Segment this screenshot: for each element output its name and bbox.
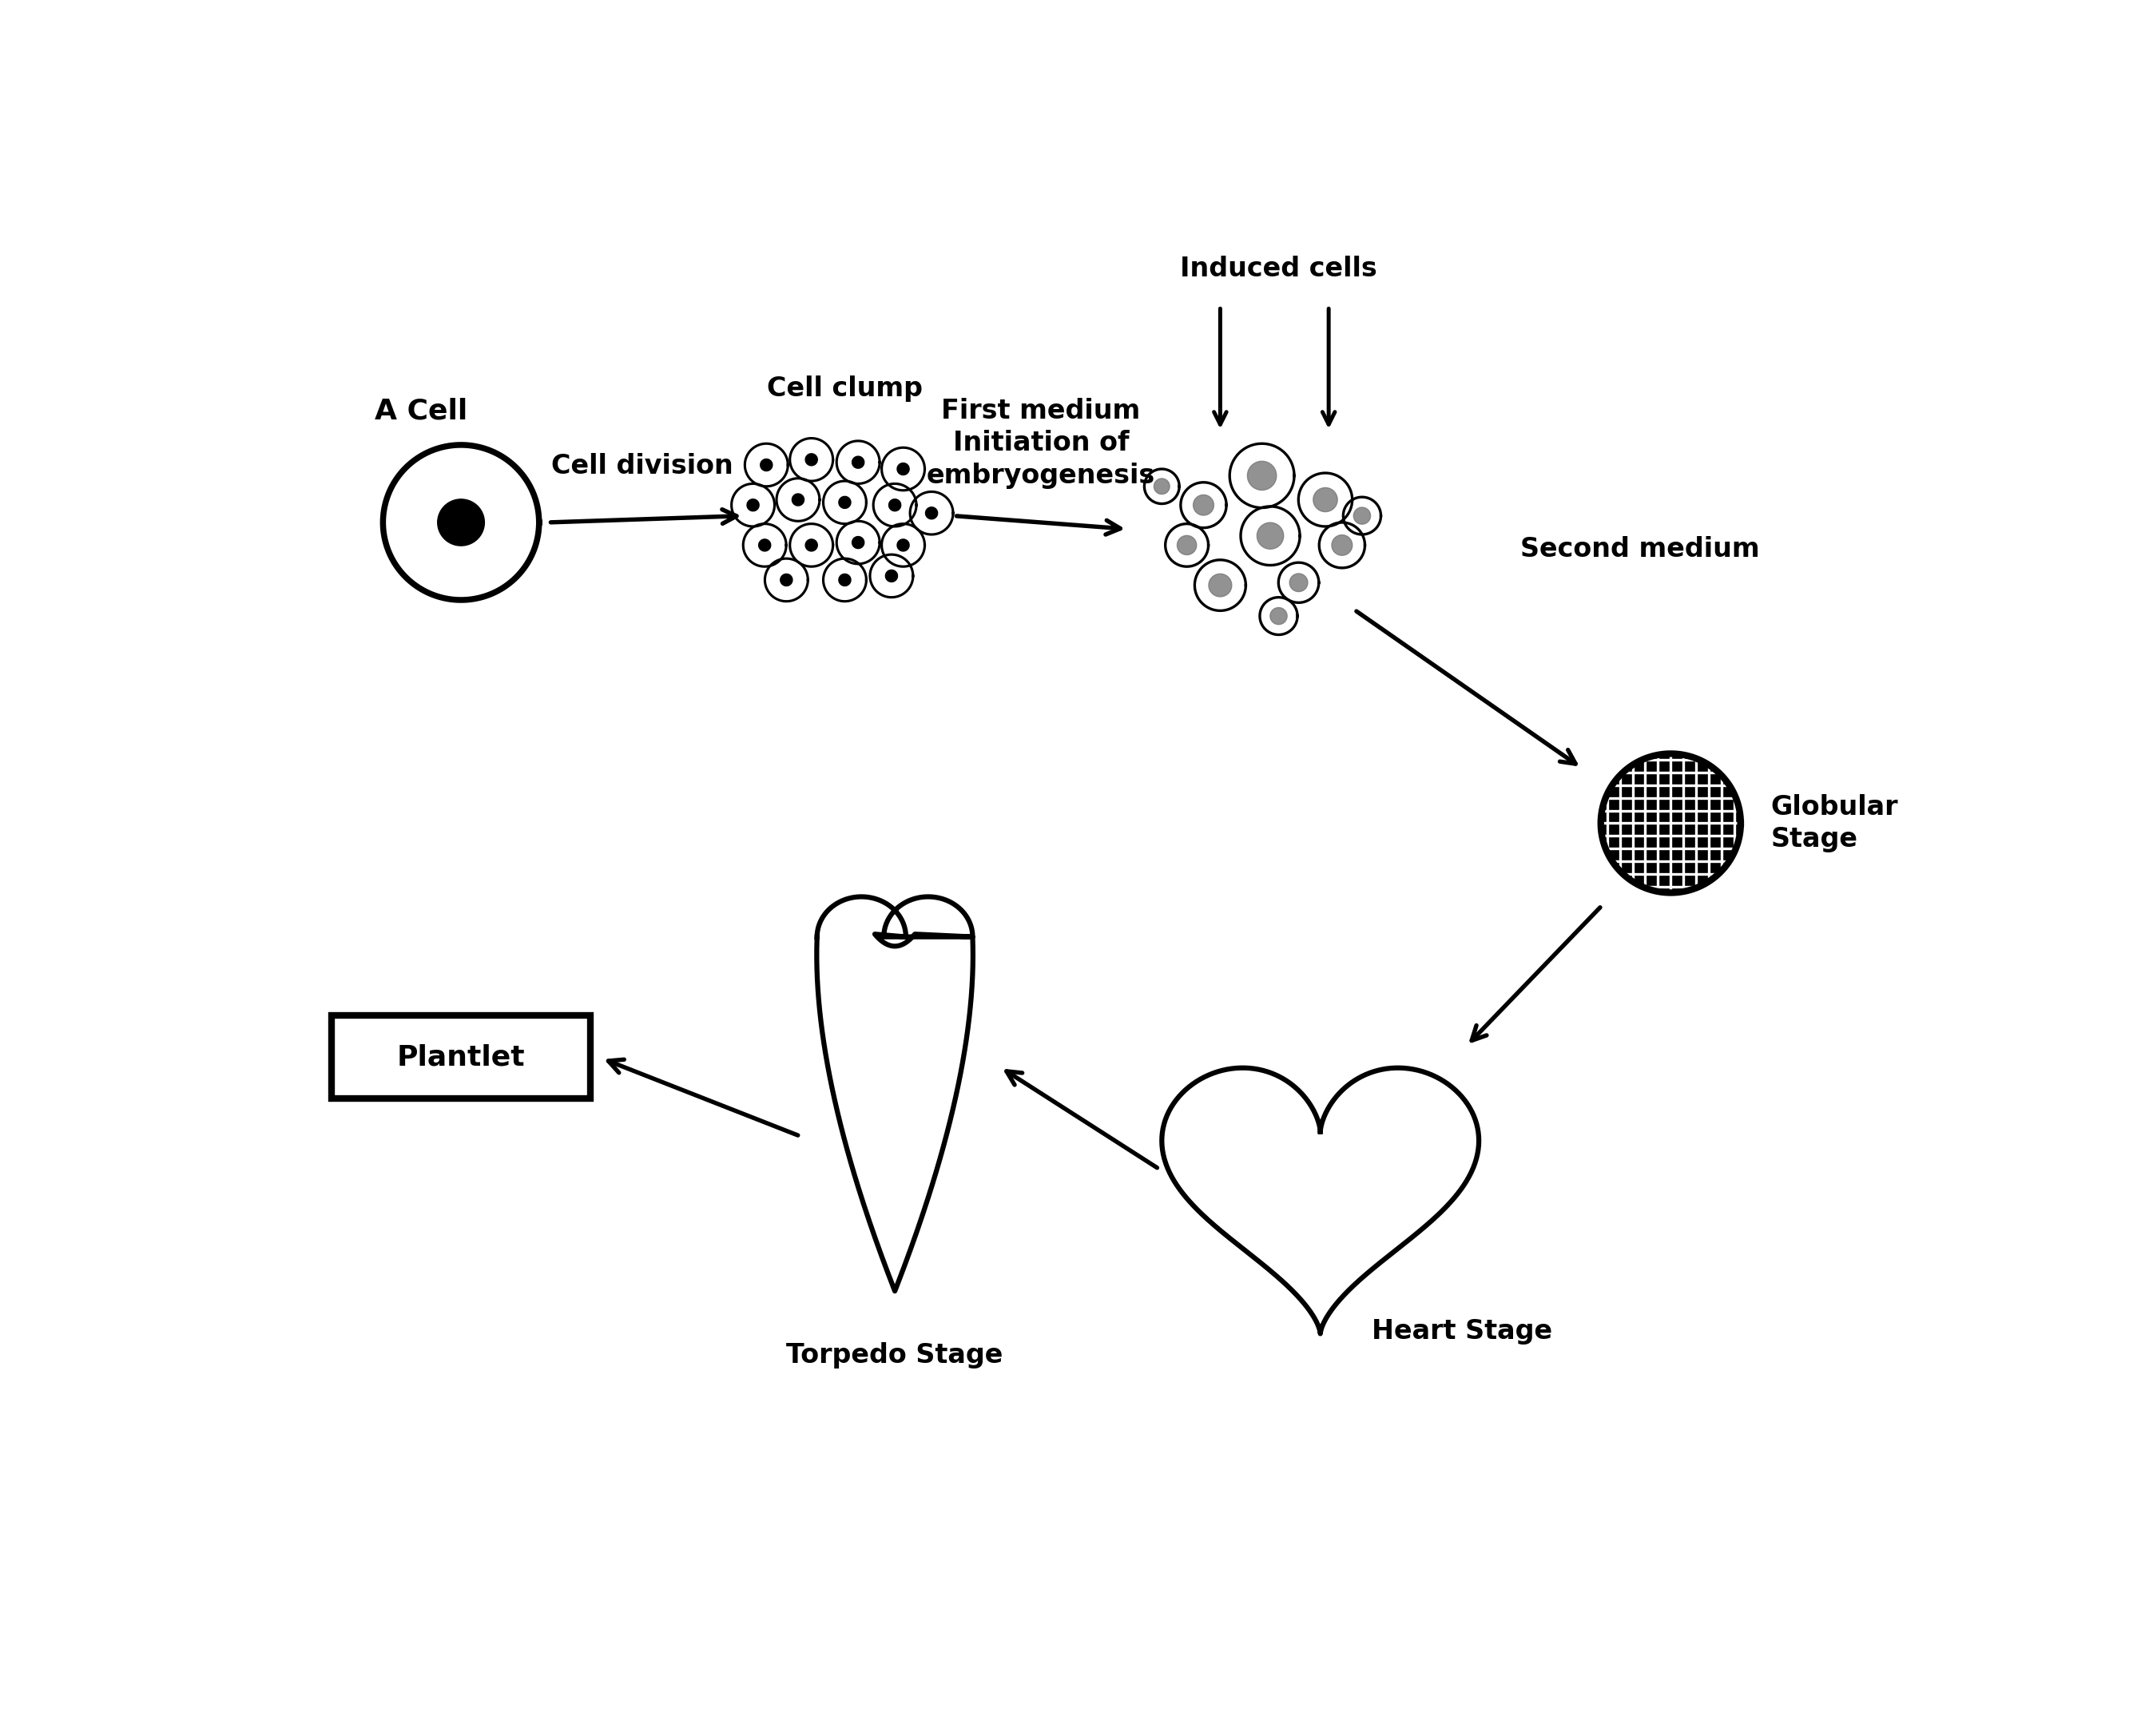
Text: Second medium: Second medium <box>1520 536 1759 562</box>
FancyArrowPatch shape <box>1473 908 1600 1040</box>
FancyArrowPatch shape <box>609 1059 799 1135</box>
Polygon shape <box>1602 753 1740 892</box>
Polygon shape <box>1247 462 1277 490</box>
Polygon shape <box>889 498 900 510</box>
Polygon shape <box>898 540 909 550</box>
Text: Cell division: Cell division <box>551 453 732 479</box>
FancyArrowPatch shape <box>551 509 736 524</box>
FancyArrowPatch shape <box>1005 1071 1156 1168</box>
Text: Plantlet: Plantlet <box>396 1043 525 1071</box>
Polygon shape <box>840 496 850 509</box>
Polygon shape <box>1270 608 1287 625</box>
Polygon shape <box>926 507 937 519</box>
FancyArrowPatch shape <box>956 516 1120 535</box>
Polygon shape <box>1354 507 1371 524</box>
Polygon shape <box>760 458 773 470</box>
Polygon shape <box>853 536 863 549</box>
Text: Heart Stage: Heart Stage <box>1371 1318 1552 1344</box>
Polygon shape <box>758 540 771 550</box>
FancyArrowPatch shape <box>1214 309 1227 424</box>
Polygon shape <box>1257 523 1283 549</box>
Polygon shape <box>853 457 863 469</box>
Polygon shape <box>840 575 850 587</box>
Polygon shape <box>1313 488 1337 512</box>
Polygon shape <box>805 540 818 550</box>
Text: Globular
Stage: Globular Stage <box>1770 793 1899 852</box>
Text: First medium
Initiation of
embryogenesis: First medium Initiation of embryogenesis <box>926 398 1156 490</box>
Text: Cell clump: Cell clump <box>766 375 924 403</box>
Polygon shape <box>1154 479 1169 495</box>
FancyArrowPatch shape <box>1322 309 1335 424</box>
Text: Torpedo Stage: Torpedo Stage <box>786 1342 1003 1368</box>
Polygon shape <box>805 453 818 465</box>
Polygon shape <box>792 493 803 505</box>
Polygon shape <box>1333 535 1352 556</box>
Polygon shape <box>1193 495 1214 516</box>
Text: A Cell: A Cell <box>375 398 467 425</box>
Polygon shape <box>885 569 898 582</box>
Polygon shape <box>1178 535 1197 556</box>
Polygon shape <box>779 575 792 587</box>
Polygon shape <box>747 498 760 510</box>
Text: Induced cells: Induced cells <box>1180 255 1378 281</box>
Polygon shape <box>437 500 484 545</box>
Polygon shape <box>1208 575 1232 597</box>
FancyArrowPatch shape <box>1356 611 1576 764</box>
Polygon shape <box>1290 573 1307 592</box>
Polygon shape <box>898 464 909 476</box>
